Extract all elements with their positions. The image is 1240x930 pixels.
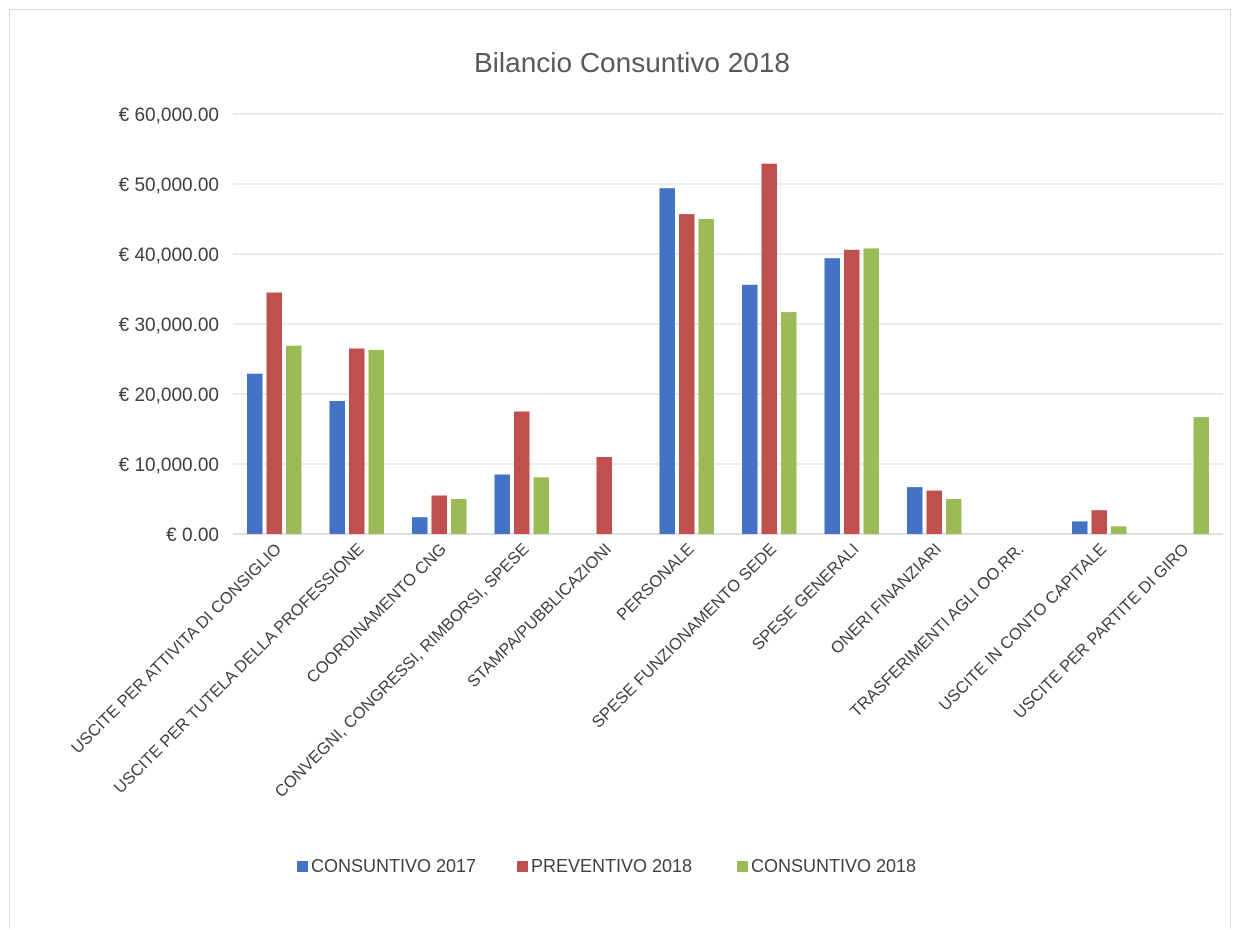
x-category-label: USCITE IN CONTO CAPITALE (936, 540, 1110, 714)
legend-swatch (737, 861, 748, 872)
bar (742, 284, 758, 534)
bar (1193, 417, 1209, 534)
bar (596, 457, 612, 534)
bar (329, 401, 345, 534)
bar (761, 163, 777, 534)
y-tick-label: € 30,000.00 (119, 315, 219, 336)
legend-label: CONSUNTIVO 2017 (311, 856, 476, 876)
x-category-label: TRASFERIMENTI AGLI OO.RR. (847, 540, 1028, 721)
y-axis-ticks: € 0.00 € 10,000.00 € 20,000.00 € 30,000.00 €… (119, 105, 219, 546)
bar (286, 345, 302, 534)
x-category-label: SPESE FUNZIONAMENTO SEDE (589, 540, 780, 731)
x-category-label: STAMPA/PUBBLICAZIONI (464, 540, 615, 691)
bar (494, 474, 510, 534)
x-category-label: USCITE PER PARTITE DI GIRO (1010, 540, 1192, 722)
bar (781, 312, 797, 534)
bar (349, 348, 365, 534)
legend-swatch (517, 861, 528, 872)
bar (844, 249, 860, 535)
bar (698, 219, 714, 534)
bar (431, 495, 447, 534)
bar (907, 487, 923, 534)
chart-title: Bilancio Consuntivo 2018 (474, 47, 790, 78)
bar (451, 499, 467, 534)
legend-label: CONSUNTIVO 2018 (751, 856, 916, 876)
y-tick-label: € 10,000.00 (119, 455, 219, 476)
bar (946, 499, 962, 534)
gridlines (233, 113, 1223, 535)
bar (514, 411, 530, 534)
y-tick-label: € 60,000.00 (119, 105, 219, 126)
legend: CONSUNTIVO 2017 PREVENTIVO 2018 CONSUNTIVO… (297, 856, 916, 876)
bar (1072, 521, 1088, 534)
y-tick-label: € 40,000.00 (119, 245, 219, 266)
x-category-label: PERSONALE (614, 540, 698, 624)
bar (863, 248, 879, 534)
bar (533, 477, 549, 534)
bar (659, 188, 675, 534)
bar (1091, 510, 1107, 534)
bar (1111, 526, 1127, 534)
bar (247, 373, 263, 534)
chart-frame: Bilancio Consuntivo 2018 € 0.00 € 10,000.… (9, 9, 1231, 929)
y-tick-label: € 0.00 (166, 525, 219, 546)
y-tick-label: € 20,000.00 (119, 385, 219, 406)
legend-swatch (297, 861, 308, 872)
bar (926, 490, 942, 534)
bar (412, 517, 428, 534)
bar (679, 214, 695, 534)
y-tick-label: € 50,000.00 (119, 175, 219, 196)
bar-chart: Bilancio Consuntivo 2018 € 0.00 € 10,000.… (68, 47, 1223, 876)
legend-label: PREVENTIVO 2018 (531, 856, 692, 876)
bar (266, 292, 282, 534)
x-category-label: COORDINAMENTO CNG (303, 540, 450, 687)
bar (824, 258, 840, 534)
bar (368, 349, 384, 534)
bars (247, 163, 1209, 535)
